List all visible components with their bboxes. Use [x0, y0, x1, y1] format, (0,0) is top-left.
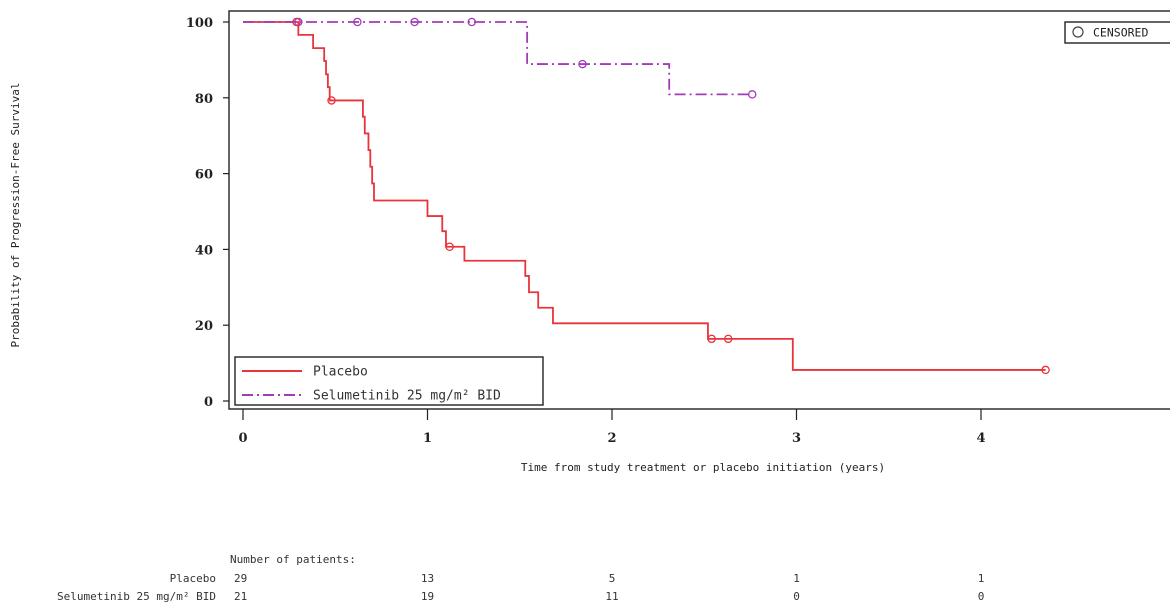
- censor-mark-selumetinib: [578, 59, 587, 69]
- series-layer: [243, 17, 1050, 375]
- risk-count: 11: [605, 590, 618, 603]
- censor-mark-placebo: [707, 334, 716, 344]
- x-tick-label: 3: [792, 431, 801, 446]
- series-line-selumetinib: [243, 21, 753, 96]
- risk-count: 19: [421, 590, 434, 603]
- risk-count: 29: [234, 572, 247, 585]
- legend-label-selumetinib: Selumetinib 25 mg/m² BID: [313, 389, 501, 404]
- y-tick-label: 80: [195, 92, 213, 107]
- risk-count: 21: [234, 590, 247, 603]
- censor-mark-selumetinib: [467, 17, 477, 27]
- risk-count: 5: [609, 572, 616, 585]
- y-axis-label: Probability of Progression-Free Survival: [9, 83, 22, 348]
- plot-frame: [228, 10, 1170, 410]
- censored-legend-label: CENSORED: [1093, 26, 1148, 40]
- censor-mark-placebo: [445, 242, 454, 251]
- risk-count: 1: [978, 572, 985, 585]
- series-line-placebo: [243, 21, 1046, 371]
- risk-count: 0: [978, 590, 985, 603]
- risk-table-header: Number of patients:: [230, 553, 356, 566]
- y-tick-label: 0: [204, 395, 213, 410]
- censor-mark-selumetinib: [353, 17, 362, 27]
- y-tick-label: 100: [186, 16, 213, 31]
- x-axis: 0 1 2 3 4: [238, 409, 986, 446]
- censor-mark-selumetinib: [747, 90, 757, 99]
- risk-count: 13: [421, 572, 434, 585]
- censored-legend: CENSORED: [1064, 21, 1170, 44]
- censored-marker-icon: [1072, 26, 1084, 38]
- risk-row-label: Placebo: [170, 572, 216, 585]
- risk-row-label: Selumetinib 25 mg/m² BID: [57, 590, 216, 603]
- risk-count: 1: [793, 572, 800, 585]
- y-tick-label: 60: [195, 168, 213, 183]
- x-tick-label: 2: [607, 431, 616, 446]
- x-tick-label: 0: [238, 431, 247, 446]
- x-tick-label: 4: [976, 431, 985, 446]
- censor-mark-selumetinib: [410, 17, 419, 27]
- censor-mark-placebo: [327, 96, 336, 105]
- y-tick-label: 20: [195, 319, 213, 334]
- censor-mark-placebo: [723, 334, 733, 344]
- censor-mark-selumetinib: [294, 17, 303, 27]
- censor-mark-placebo: [1041, 365, 1050, 375]
- series-legend: Placebo Selumetinib 25 mg/m² BID: [234, 356, 544, 406]
- x-axis-label: Time from study treatment or placebo ini…: [521, 461, 885, 474]
- risk-count: 0: [793, 590, 800, 603]
- y-axis: 0 20 40 60 80 100: [186, 16, 230, 410]
- legend-label-placebo: Placebo: [313, 365, 368, 380]
- x-tick-label: 1: [423, 431, 432, 446]
- y-tick-label: 40: [195, 243, 213, 258]
